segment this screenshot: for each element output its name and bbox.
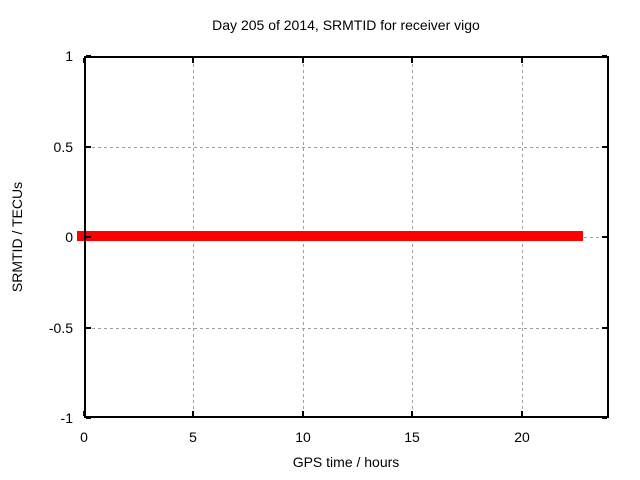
tick-left-y-0: [86, 236, 91, 238]
x-axis-label: GPS time / hours: [292, 454, 400, 470]
y-tick-label-1: 1: [65, 48, 73, 64]
y-tick-label-0: 0: [65, 229, 73, 245]
tick-bottom-x-5: [192, 411, 194, 416]
tick-right-y--0.5: [602, 327, 607, 329]
tick-bottom-x-10: [302, 411, 304, 416]
x-tick-label-10: 10: [295, 429, 311, 445]
chart-title: Day 205 of 2014, SRMTID for receiver vig…: [212, 17, 480, 33]
tick-bottom-x-0: [83, 411, 85, 416]
tick-bottom-x-20: [521, 411, 523, 416]
tick-top-x-15: [411, 58, 413, 63]
series-line-srmtid: [77, 231, 583, 241]
x-tick-label-15: 15: [404, 429, 420, 445]
gridline-y-0.5: [86, 147, 607, 148]
tick-top-x-10: [302, 58, 304, 63]
y-tick-label--1: -1: [60, 410, 73, 426]
x-tick-label-5: 5: [189, 429, 197, 445]
tick-bottom-x-15: [411, 411, 413, 416]
tick-top-x-0: [83, 58, 85, 63]
y-tick-label--0.5: -0.5: [48, 320, 73, 336]
tick-right-y-0.5: [602, 146, 607, 148]
tick-right-y-0: [602, 236, 607, 238]
tick-left-y-1: [86, 55, 91, 57]
tick-right-y-1: [602, 55, 607, 57]
x-tick-label-0: 0: [80, 429, 88, 445]
y-tick-label-0.5: 0.5: [53, 139, 73, 155]
tick-left-y-0.5: [86, 146, 91, 148]
tick-right-y--1: [602, 417, 607, 419]
tick-left-y--1: [86, 417, 91, 419]
tick-left-y--0.5: [86, 327, 91, 329]
gridline-y--0.5: [86, 328, 607, 329]
tick-top-x-20: [521, 58, 523, 63]
tick-top-x-5: [192, 58, 194, 63]
x-tick-label-20: 20: [514, 429, 530, 445]
plot-border: [84, 56, 609, 418]
